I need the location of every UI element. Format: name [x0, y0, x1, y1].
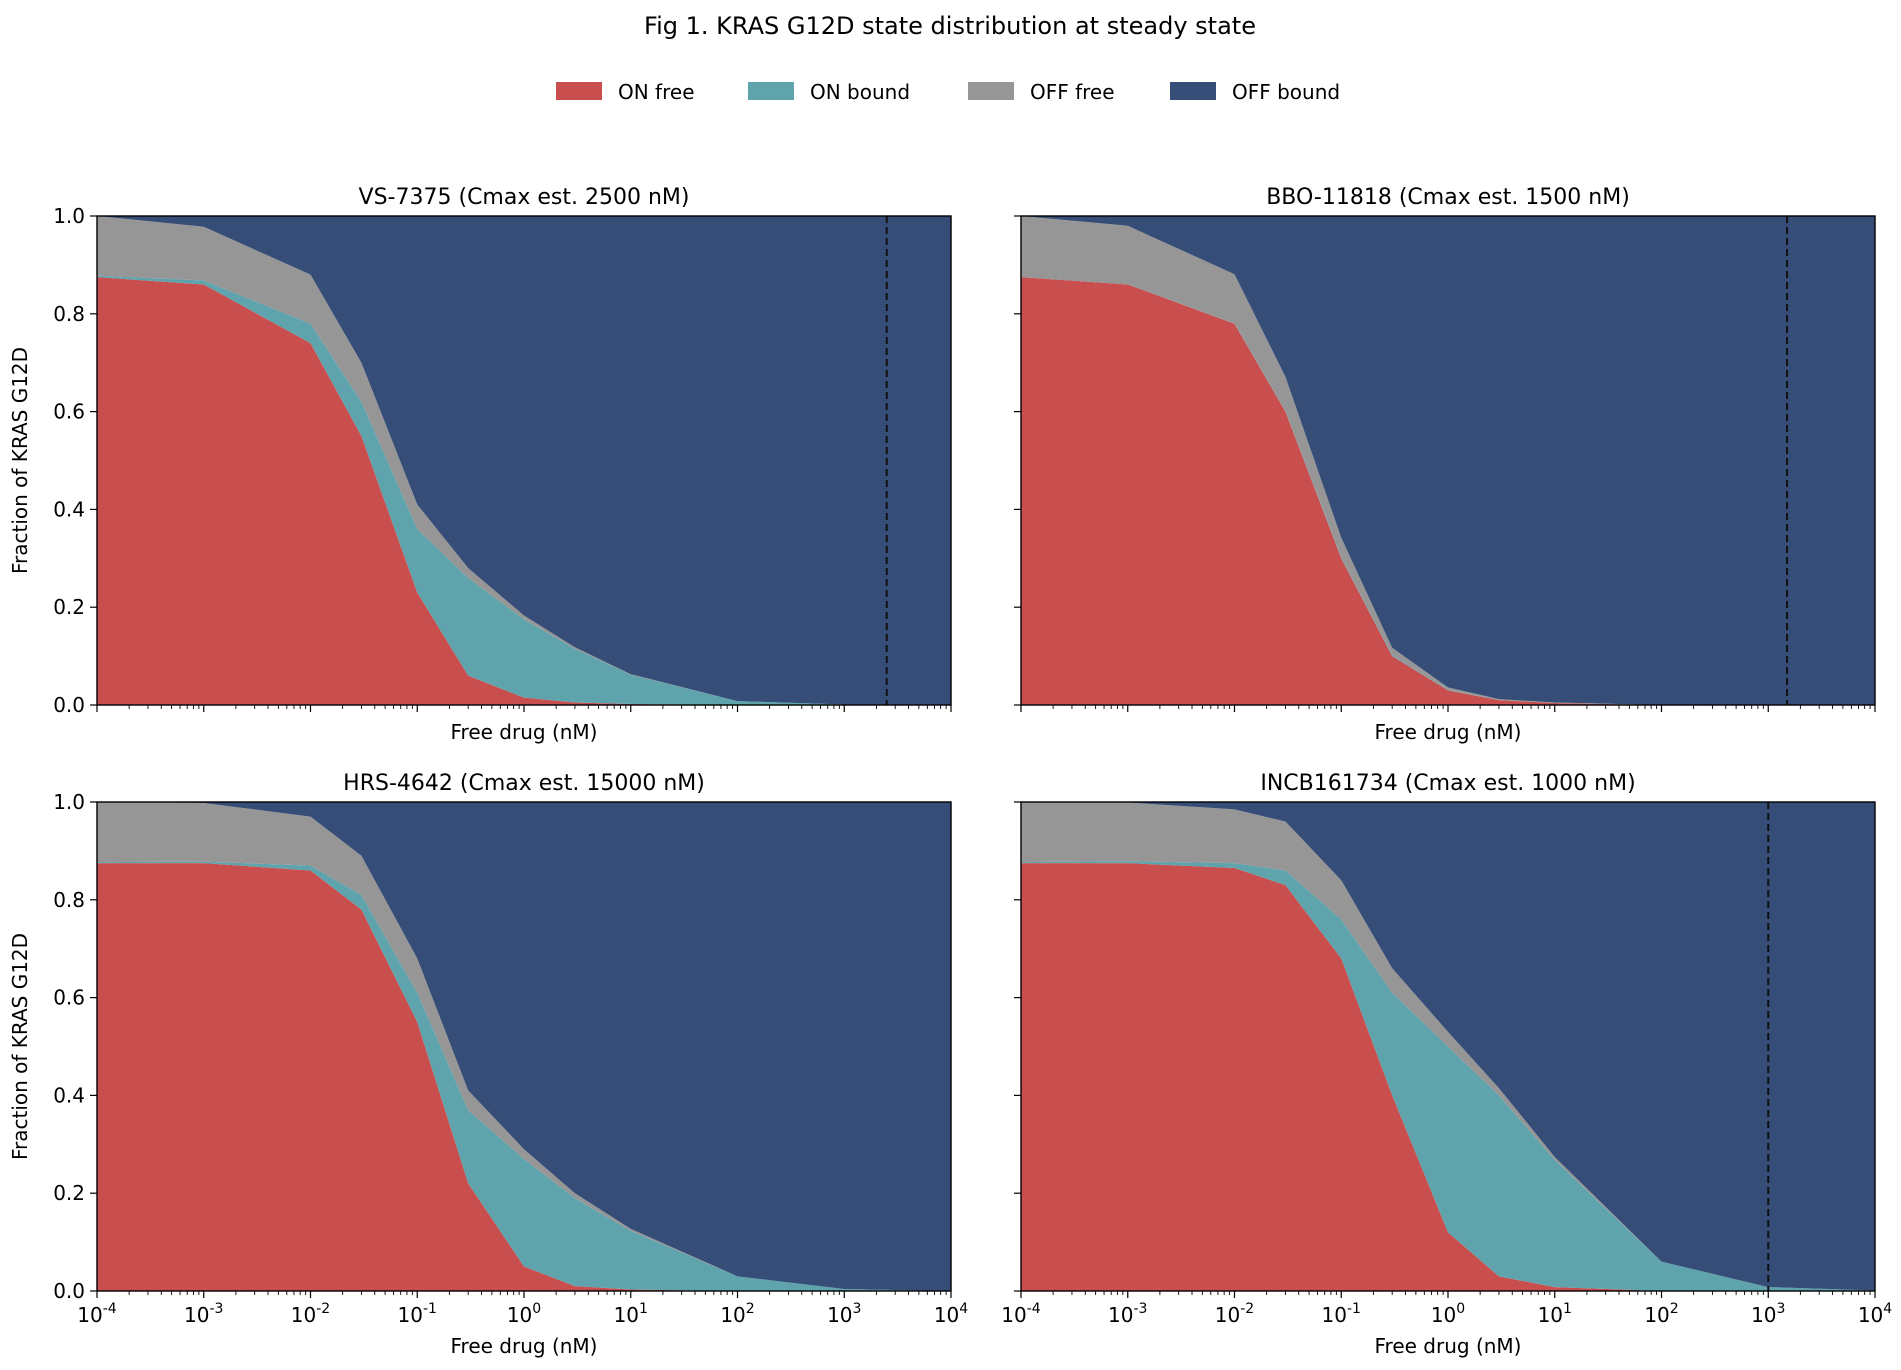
x-tick-label: 100: [1431, 1301, 1465, 1327]
legend: ON free ON bound OFF free OFF bound: [556, 80, 1340, 104]
area-off-bound: [1021, 216, 1875, 705]
legend-item-on-free: ON free: [556, 80, 695, 104]
legend-label: OFF bound: [1232, 80, 1340, 104]
area-on-free: [97, 277, 951, 705]
panel-title: HRS-4642 (Cmax est. 15000 nM): [343, 771, 705, 796]
legend-swatch-on-bound: [748, 82, 794, 100]
legend-item-off-free: OFF free: [968, 80, 1115, 104]
y-tick-label: 0.2: [53, 1181, 85, 1205]
legend-swatch-off-free: [968, 82, 1014, 100]
y-tick-label: 0.6: [53, 400, 85, 424]
area-on-free: [1021, 277, 1875, 705]
legend-label: ON free: [618, 80, 695, 104]
chart-panel-incb161734: INCB161734 (Cmax est. 1000 nM) 10-4 10-3 10…: [1001, 771, 1892, 1358]
x-tick-label: 101: [614, 1301, 648, 1327]
area-off-free: [1021, 216, 1875, 705]
legend-label: ON bound: [810, 80, 910, 104]
x-tick-label: 10-2: [1215, 1301, 1254, 1327]
area-off-bound: [97, 216, 951, 705]
panel-title: VS-7375 (Cmax est. 2500 nM): [359, 185, 690, 210]
chart-panel-bbo-11818: BBO-11818 (Cmax est. 1500 nM) Free drug (…: [1014, 185, 1876, 744]
x-tick-label: 10-4: [1001, 1301, 1041, 1327]
x-tick-label: 10-3: [184, 1301, 223, 1327]
x-tick-label: 104: [1858, 1301, 1892, 1327]
x-tick-label: 10-4: [77, 1301, 117, 1327]
x-tick-label: 100: [507, 1301, 541, 1327]
x-tick-label: 103: [827, 1301, 861, 1327]
x-tick-label: 101: [1538, 1301, 1572, 1327]
x-tick-label: 10-1: [1322, 1301, 1361, 1327]
x-axis-label: Free drug (nM): [1375, 1334, 1522, 1358]
area-on-free: [1021, 863, 1875, 1291]
area-off-bound: [1021, 802, 1875, 1291]
y-tick-label: 0.8: [53, 302, 85, 326]
x-tick-label: 10-2: [291, 1301, 330, 1327]
y-tick-label: 0.4: [53, 497, 85, 521]
area-off-free: [97, 216, 951, 705]
legend-swatch-on-free: [556, 82, 602, 100]
x-axis-label: Free drug (nM): [451, 720, 598, 744]
panel-title: BBO-11818 (Cmax est. 1500 nM): [1266, 185, 1630, 210]
x-axis-label: Free drug (nM): [1375, 720, 1522, 744]
x-tick-label: 10-1: [398, 1301, 437, 1327]
area-off-free: [1021, 802, 1875, 1291]
legend-item-off-bound: OFF bound: [1170, 80, 1340, 104]
area-off-free: [97, 802, 951, 1291]
y-tick-label: 0.2: [53, 595, 85, 619]
y-tick-label: 0.8: [53, 888, 85, 912]
panel-title: INCB161734 (Cmax est. 1000 nM): [1260, 771, 1635, 796]
x-tick-label: 103: [1751, 1301, 1785, 1327]
y-tick-label: 0.4: [53, 1083, 85, 1107]
area-on-bound: [97, 861, 951, 1291]
legend-item-on-bound: ON bound: [748, 80, 910, 104]
y-axis-label: Fraction of KRAS G12D: [8, 933, 32, 1160]
x-axis-label: Free drug (nM): [451, 1334, 598, 1358]
y-axis-label: Fraction of KRAS G12D: [8, 347, 32, 574]
y-tick-label: 0.0: [53, 693, 85, 717]
y-tick-label: 1.0: [53, 204, 85, 228]
y-tick-label: 0.6: [53, 986, 85, 1010]
area-off-bound: [97, 802, 951, 1291]
y-tick-label: 0.0: [53, 1279, 85, 1303]
legend-label: OFF free: [1030, 80, 1115, 104]
y-tick-label: 1.0: [53, 790, 85, 814]
legend-swatch-off-bound: [1170, 82, 1216, 100]
x-tick-label: 102: [1644, 1301, 1678, 1327]
area-on-bound: [1021, 861, 1875, 1291]
area-on-free: [97, 863, 951, 1291]
chart-panels: VS-7375 (Cmax est. 2500 nM) 0.0 0.2 0.4 0.6 0…: [8, 185, 1892, 1358]
x-tick-label: 10-3: [1108, 1301, 1147, 1327]
x-tick-label: 102: [720, 1301, 754, 1327]
chart-panel-hrs-4642: HRS-4642 (Cmax est. 15000 nM) 0.0 0.2 0.4 0.…: [8, 771, 968, 1358]
figure-title: Fig 1. KRAS G12D state distribution at s…: [644, 12, 1256, 40]
chart-panel-vs-7375: VS-7375 (Cmax est. 2500 nM) 0.0 0.2 0.4 0.6 0…: [8, 185, 952, 744]
x-tick-label: 104: [934, 1301, 968, 1327]
